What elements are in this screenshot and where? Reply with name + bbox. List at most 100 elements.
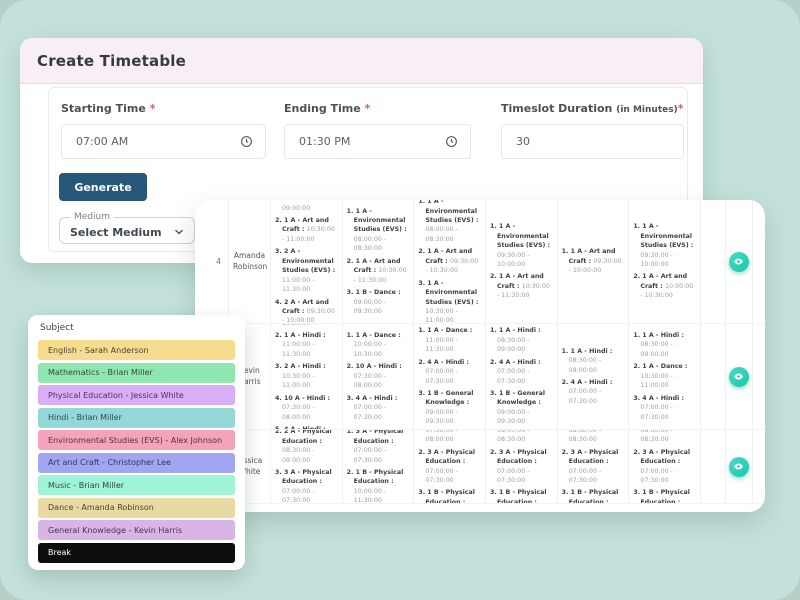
timetable-row: Jessica White1. 1 A - Physical Education… — [209, 430, 765, 504]
schedule-entry: 1. 1 A - Hindi : 08:30:00 - 09:00:00 — [489, 327, 541, 354]
day-schedule-cell: 1. 1 A - Environmental Studies (EVS) : 0… — [414, 200, 486, 324]
schedule-entry: 3. 1 B - Dance : 09:00:00 - 09:30:00 — [346, 289, 401, 315]
actions-cell — [725, 324, 753, 430]
schedule-entry: 1. 1 A - Physical Education : 08:00:00 -… — [496, 430, 530, 444]
subject-legend-item: Mathematics - Brian Miller — [38, 362, 235, 383]
schedule-entry: 3. 1 B - Physical Education : 10:00:00 -… — [489, 489, 547, 504]
starting-time-label: Starting Time * — [61, 102, 156, 115]
day-schedule-cell: 1. 1 A - Hindi : 08:30:00 - 09:00:00 2. 4… — [485, 324, 558, 430]
schedule-entry: 4. 10 A - Hindi : 07:30:00 - 08:00:00 — [275, 394, 331, 421]
timeslot-duration-field-group: Timeslot Duration (in Minutes)* 30 — [501, 102, 684, 159]
required-asterisk: * — [364, 102, 371, 115]
schedule-entry: 1. 1 A - Hindi : 08:30:00 - 09:00:00 — [633, 332, 685, 358]
day-schedule-cell: 1. 1 A - Dance : 10:00:00 - 10:30:00 2. 1… — [342, 324, 415, 430]
schedule-entry: 2. 10 A - Hindi : 07:30:00 - 08:00:00 — [346, 363, 402, 390]
actions-cell — [725, 200, 753, 324]
schedule-entry: 2. 1 A - Art and Craft : 10:30:00 - 11:3… — [489, 273, 550, 300]
medium-select[interactable]: Medium Select Medium — [59, 212, 195, 244]
medium-select-label: Medium — [74, 212, 110, 222]
schedule-entry: 1. 1 A - Physical Education : 08:00:00 -… — [568, 430, 602, 444]
schedule-entry: 3. 1 A - Environmental Studies (EVS) : 1… — [418, 279, 479, 324]
view-timetable-button[interactable] — [728, 251, 749, 272]
schedule-entry: 2. 3 A - Physical Education : 07:00:00 -… — [489, 448, 547, 484]
schedule-entry: 2. 1 A - Dance : 10:30:00 - 11:00:00 — [633, 363, 688, 390]
ending-time-input[interactable]: 01:30 PM — [284, 124, 471, 159]
timeslot-duration-label: Timeslot Duration (in Minutes)* — [501, 102, 684, 115]
subject-legend-item: Environmental Studies (EVS) - Alex Johns… — [38, 430, 235, 450]
schedule-entry: 2. 4 A - Hindi : 07:00:00 - 07:30:00 — [418, 358, 470, 385]
schedule-entry: 2. 4 A - Hindi : 07:00:00 - 07:30:00 — [561, 379, 613, 405]
day-schedule-cell: 1. 1 A - Physical Education : 08:00:00 -… — [271, 430, 343, 504]
timetable-row: Kevin Harris 1. 1 A - Dance : 10:00:00 - … — [209, 324, 765, 430]
spacer-cell — [700, 200, 726, 324]
actions-cell — [725, 430, 753, 504]
schedule-entry: 1. 1 A - Dance : 10:00:00 - 10:30:00 — [275, 324, 338, 328]
page-title: Create Timetable — [37, 51, 186, 70]
schedule-entry: 1. 1 A - Environmental Studies (EVS) : 0… — [633, 223, 694, 268]
schedule-entry: 3. 4 A - Hindi : 07:00:00 - 07:30:00 — [633, 394, 685, 421]
row-index: 4 — [209, 200, 229, 324]
schedule-entry: 1. 1 A - Dance : 11:00:00 - 11:30:00 — [418, 327, 473, 354]
schedule-entry: 1. 1 A - Physical Education : 07:30:00 -… — [425, 430, 458, 444]
chevron-down-icon — [174, 227, 184, 237]
create-card-header: Create Timetable — [20, 38, 703, 84]
schedule-entry: 1. 1 A - Environmental Studies (EVS) : 0… — [489, 223, 551, 268]
schedule-entry: 3. 2 A - Hindi : 10:30:00 - 11:00:00 — [275, 363, 326, 390]
schedule-entry: 2. 3 A - Physical Education : 07:00:00 -… — [418, 448, 475, 484]
clock-icon[interactable] — [240, 135, 253, 148]
subject-legend-item: Art and Craft - Christopher Lee — [38, 452, 235, 473]
subject-legend-card: Subject English - Sarah Anderson Mathemat… — [28, 315, 245, 570]
schedule-entry: 3. 2 A - Environmental Studies (EVS) : 1… — [275, 248, 336, 294]
spacer-cell — [752, 430, 765, 504]
schedule-entry: 1. 1 A - Physical Education : 08:00:00 -… — [640, 430, 673, 444]
schedule-entry: 1. 1 A - Hindi : 08:30:00 - 09:00:00 — [561, 347, 613, 374]
clock-icon[interactable] — [445, 135, 458, 148]
schedule-entry: 2. 3 A - Physical Education : 07:00:00 -… — [561, 448, 619, 484]
day-schedule-cell: 1. 1 A - Physical Education : 08:00:00 -… — [557, 430, 630, 504]
schedule-entry: 3. 1 B - General Knowledge : 09:00:00 - … — [489, 389, 546, 426]
timeslot-duration-input[interactable]: 30 — [501, 124, 684, 159]
spacer-cell — [700, 324, 726, 430]
generate-button[interactable]: Generate — [59, 173, 147, 201]
schedule-entry: 2. 1 A - Art and Craft : 10:30:00 - 11:3… — [346, 257, 407, 284]
subject-legend-item: Music - Brian Miller — [38, 475, 235, 495]
schedule-entry: 2. 1 A - Art and Craft : 10:30:00 - 11:0… — [275, 217, 335, 243]
subject-legend-item: English - Sarah Anderson — [38, 340, 235, 360]
day-schedule-cell: 1. 1 A - Environmental Studies (EVS) : 0… — [629, 200, 701, 324]
day-schedule-cell: 1. 1 A - Dance : 11:00:00 - 11:30:00 2. 4… — [414, 324, 486, 430]
day-schedule-cell: 1. 1 A - Physical Education : 07:30:00 -… — [414, 430, 486, 504]
subject-legend-item: General Knowledge - Kevin Harris — [38, 520, 235, 540]
schedule-entry: 5. 4 A - Hindi : 07:00:00 - 07:30:00 — [275, 425, 326, 430]
subject-legend-title: Subject — [40, 323, 74, 333]
schedule-entry: 2. 1 A - Art and Craft : 10:00:00 - 10:3… — [633, 273, 694, 300]
schedule-entry: 3. 3 A - Physical Education : 07:00:00 -… — [275, 469, 332, 504]
schedule-entry: 4. 2 A - Art and Craft : 09:30:00 - 10:0… — [275, 298, 335, 324]
schedule-entry: 1. 3 A - Physical Education : 07:00:00 -… — [346, 430, 404, 464]
spacer-cell — [700, 430, 726, 504]
ending-time-label: Ending Time * — [284, 102, 371, 115]
schedule-entry: 3. 1 B - General Knowledge : 09:00:00 - … — [418, 389, 474, 426]
schedule-entry: 3. 1 B - Physical Education : 10:00:00 -… — [561, 489, 619, 504]
day-schedule-cell: 1. 1 A - Hindi : 08:30:00 - 09:00:00 2. 4… — [557, 324, 630, 430]
day-schedule-cell: 1. 1 A - Dance : 10:00:00 - 10:30:00 2. 1… — [271, 324, 343, 430]
subject-legend-item: Physical Education - Jessica White — [38, 385, 235, 405]
schedule-entry: 3. 1 B - Physical Education : 10:00:00 -… — [418, 489, 475, 504]
subject-legend-item: Break — [38, 542, 235, 563]
schedule-entry: 2. 1 A - Art and Craft : 09:30:00 - 10:3… — [418, 248, 479, 275]
teacher-name: Jessica White — [229, 430, 271, 504]
schedule-entry: 1. 1 A - Environmental Studies (EVS) : 0… — [282, 200, 315, 212]
starting-time-field-group: Starting Time * 07:00 AM — [61, 102, 266, 159]
timeslot-duration-label-suffix: (in Minutes) — [616, 105, 678, 115]
day-schedule-cell: 1. 1 A - Physical Education : 08:00:00 -… — [485, 430, 558, 504]
schedule-entry: 2. 1 B - Physical Education : 10:00:00 -… — [346, 469, 404, 504]
teacher-name: Kevin Harris — [229, 324, 271, 430]
view-timetable-button[interactable] — [728, 366, 749, 387]
schedule-entry: 2. 1 A - Hindi : 11:00:00 - 11:30:00 — [275, 332, 326, 358]
starting-time-input[interactable]: 07:00 AM — [61, 124, 266, 159]
subject-legend-item: Dance - Amanda Robinson — [38, 497, 235, 518]
schedule-entry: 3. 1 B - Physical Education : 10:00:00 -… — [633, 489, 690, 504]
view-timetable-button[interactable] — [728, 456, 749, 477]
